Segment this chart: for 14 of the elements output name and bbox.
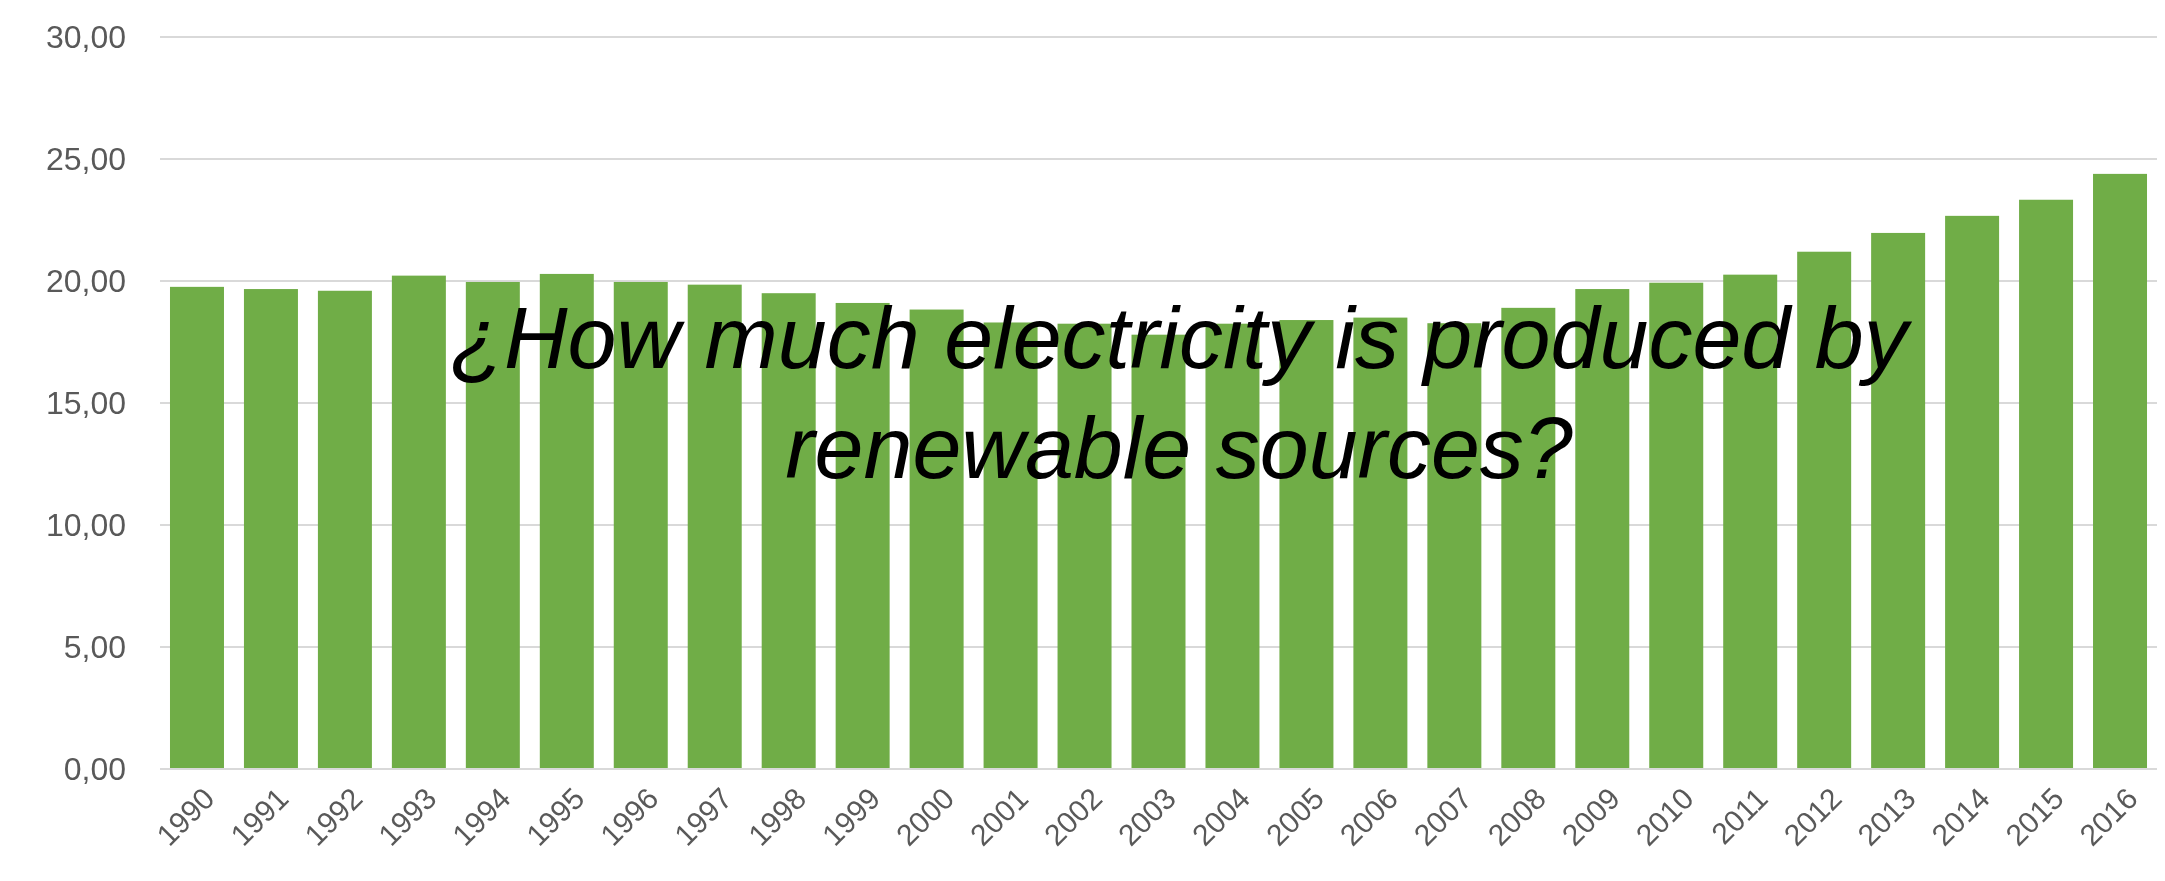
y-tick-label: 20,00: [45, 263, 126, 300]
bar: [317, 290, 372, 769]
bar: [1945, 215, 2000, 769]
y-tick-label: 10,00: [45, 507, 126, 544]
y-tick-label: 30,00: [45, 19, 126, 56]
y-tick-label: 0,00: [63, 751, 126, 788]
bar: [391, 275, 446, 769]
bar: [243, 289, 298, 769]
bar: [2093, 173, 2148, 769]
bar: [2019, 199, 2074, 769]
y-tick-label: 25,00: [45, 141, 126, 178]
bar: [169, 286, 224, 769]
y-tick-label: 5,00: [63, 629, 126, 666]
y-tick-label: 15,00: [45, 385, 126, 422]
